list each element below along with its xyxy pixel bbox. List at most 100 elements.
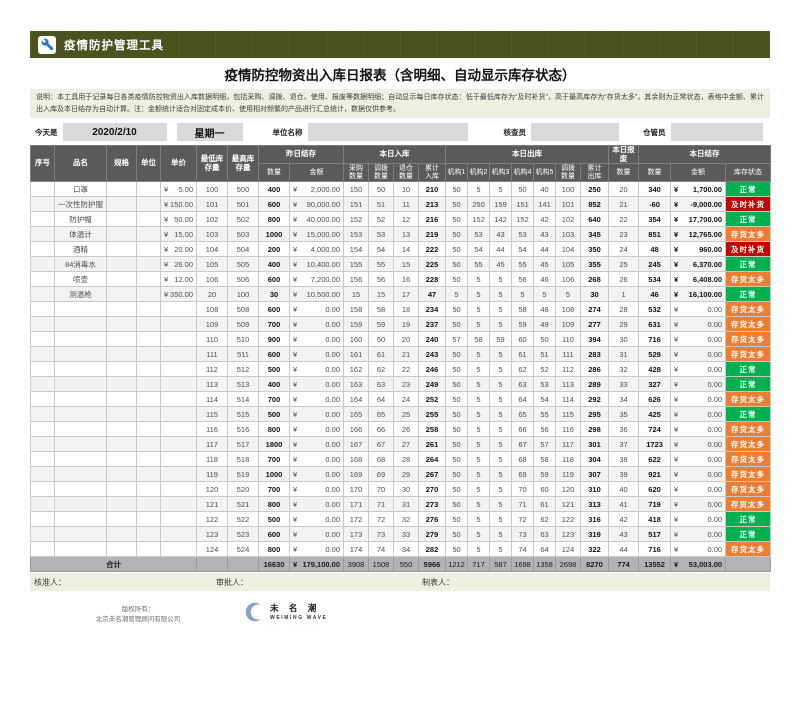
cell-prev_qty[interactable]: 700 xyxy=(258,391,290,408)
cell-org5[interactable]: 5 xyxy=(533,286,556,303)
cell-min_stock[interactable]: 122 xyxy=(196,511,228,528)
cell-unit[interactable] xyxy=(136,511,161,528)
cell-total_in[interactable]: 273 xyxy=(418,496,446,513)
cell-amount[interactable]: ¥0.00 xyxy=(670,526,727,543)
cell-spec[interactable] xyxy=(106,256,137,273)
cell-serial[interactable] xyxy=(30,301,55,318)
cell-total_in[interactable]: 258 xyxy=(418,421,446,438)
cell-unit[interactable] xyxy=(136,376,161,393)
cell-return_qty[interactable]: 16 xyxy=(393,271,419,288)
cell-total_in[interactable]: 261 xyxy=(418,436,446,453)
cell-org2[interactable]: 5 xyxy=(467,361,490,378)
cell-scrap_qty[interactable]: 40 xyxy=(608,481,640,498)
cell-total_out[interactable]: 350 xyxy=(579,241,610,258)
cell-scrap_qty[interactable]: 21 xyxy=(608,196,640,213)
cell-org4[interactable]: 50 xyxy=(511,181,534,198)
cell-qty[interactable]: 529 xyxy=(638,346,672,363)
cell-transfer_out_qty[interactable]: 108 xyxy=(555,301,581,318)
cell-prev_amount[interactable]: ¥4,000.00 xyxy=(289,241,344,258)
cell-org2[interactable]: 58 xyxy=(467,331,490,348)
cell-price[interactable]: ¥15.00 xyxy=(160,226,197,243)
cell-max_stock[interactable]: 506 xyxy=(227,271,259,288)
cell-max_stock[interactable]: 523 xyxy=(227,526,259,543)
cell-org4[interactable]: 55 xyxy=(511,256,534,273)
cell-scrap_qty[interactable]: 1 xyxy=(608,286,640,303)
cell-total_in[interactable]: 252 xyxy=(418,391,446,408)
cell-name[interactable] xyxy=(54,466,107,483)
cell-transfer_in_qty[interactable]: 55 xyxy=(368,256,394,273)
cell-org1[interactable]: 50 xyxy=(445,511,468,528)
cell-amount[interactable]: ¥960.00 xyxy=(670,241,727,258)
cell-total_out[interactable]: 852 xyxy=(579,196,610,213)
cell-spec[interactable] xyxy=(106,271,137,288)
cell-spec[interactable] xyxy=(106,361,137,378)
cell-org5[interactable]: 49 xyxy=(533,316,556,333)
cell-return_qty[interactable]: 28 xyxy=(393,451,419,468)
cell-serial[interactable] xyxy=(30,421,55,438)
cell-price[interactable] xyxy=(160,511,197,528)
cell-min_stock[interactable]: 123 xyxy=(196,526,228,543)
cell-serial[interactable] xyxy=(30,271,55,288)
cell-org4[interactable]: 58 xyxy=(511,301,534,318)
cell-total_in[interactable]: 240 xyxy=(418,331,446,348)
cell-transfer_in_qty[interactable]: 60 xyxy=(368,331,394,348)
cell-amount[interactable]: ¥0.00 xyxy=(670,301,727,318)
cell-max_stock[interactable]: 509 xyxy=(227,316,259,333)
cell-min_stock[interactable]: 105 xyxy=(196,256,228,273)
cell-qty[interactable]: 724 xyxy=(638,421,672,438)
cell-total_out[interactable]: 289 xyxy=(579,376,610,393)
cell-qty[interactable]: 46 xyxy=(638,286,672,303)
cell-amount[interactable]: ¥0.00 xyxy=(670,541,727,558)
cell-amount[interactable]: ¥0.00 xyxy=(670,466,727,483)
cell-total_out[interactable]: 394 xyxy=(579,331,610,348)
cell-org5[interactable]: 43 xyxy=(533,226,556,243)
cell-org4[interactable]: 151 xyxy=(511,196,534,213)
cell-org3[interactable]: 5 xyxy=(489,496,512,513)
cell-transfer_in_qty[interactable]: 15 xyxy=(368,286,394,303)
cell-org2[interactable]: 54 xyxy=(467,241,490,258)
cell-price[interactable] xyxy=(160,391,197,408)
cell-name[interactable]: 体温计 xyxy=(54,226,107,243)
cell-name[interactable] xyxy=(54,511,107,528)
cell-org4[interactable]: 59 xyxy=(511,316,534,333)
cell-transfer_in_qty[interactable]: 58 xyxy=(368,301,394,318)
cell-max_stock[interactable]: 511 xyxy=(227,346,259,363)
cell-min_stock[interactable]: 117 xyxy=(196,436,228,453)
cell-amount[interactable]: ¥0.00 xyxy=(670,496,727,513)
cell-org1[interactable]: 50 xyxy=(445,226,468,243)
cell-total_in[interactable]: 228 xyxy=(418,271,446,288)
cell-org5[interactable]: 50 xyxy=(533,331,556,348)
cell-transfer_in_qty[interactable]: 54 xyxy=(368,241,394,258)
cell-total_in[interactable]: 255 xyxy=(418,406,446,423)
cell-org2[interactable]: 5 xyxy=(467,496,490,513)
cell-org1[interactable]: 50 xyxy=(445,436,468,453)
cell-purchase_qty[interactable]: 163 xyxy=(343,376,369,393)
cell-return_qty[interactable]: 32 xyxy=(393,511,419,528)
cell-org5[interactable]: 58 xyxy=(533,451,556,468)
cell-min_stock[interactable]: 118 xyxy=(196,451,228,468)
cell-org2[interactable]: 55 xyxy=(467,256,490,273)
cell-return_qty[interactable]: 31 xyxy=(393,496,419,513)
cell-spec[interactable] xyxy=(106,346,137,363)
cell-name[interactable] xyxy=(54,316,107,333)
cell-name[interactable]: 84消毒水 xyxy=(54,256,107,273)
cell-max_stock[interactable]: 517 xyxy=(227,436,259,453)
cell-qty[interactable]: 622 xyxy=(638,451,672,468)
cell-amount[interactable]: ¥0.00 xyxy=(670,406,727,423)
cell-price[interactable]: ¥150.00 xyxy=(160,196,197,213)
cell-org3[interactable]: 5 xyxy=(489,451,512,468)
cell-scrap_qty[interactable]: 44 xyxy=(608,541,640,558)
cell-return_qty[interactable]: 30 xyxy=(393,481,419,498)
cell-name[interactable] xyxy=(54,406,107,423)
cell-max_stock[interactable]: 519 xyxy=(227,466,259,483)
cell-spec[interactable] xyxy=(106,526,137,543)
cell-purchase_qty[interactable]: 174 xyxy=(343,541,369,558)
cell-total_in[interactable]: 282 xyxy=(418,541,446,558)
cell-serial[interactable] xyxy=(30,496,55,513)
cell-qty[interactable]: 716 xyxy=(638,541,672,558)
cell-prev_qty[interactable]: 800 xyxy=(258,211,290,228)
cell-qty[interactable]: 1723 xyxy=(638,436,672,453)
cell-amount[interactable]: ¥0.00 xyxy=(670,451,727,468)
cell-return_qty[interactable]: 14 xyxy=(393,241,419,258)
cell-serial[interactable] xyxy=(30,541,55,558)
